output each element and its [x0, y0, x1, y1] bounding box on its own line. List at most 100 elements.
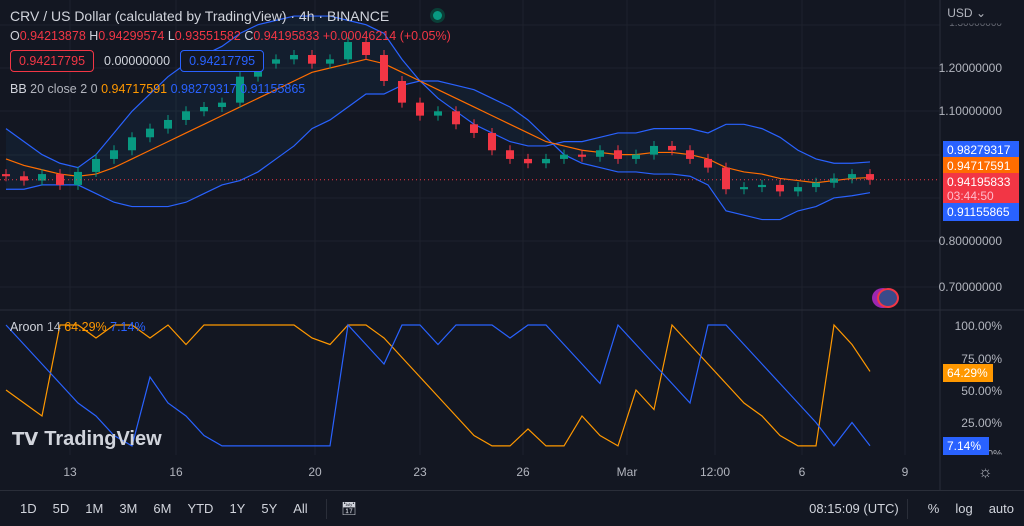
- bb-lower-line: [6, 80, 871, 221]
- bb-lower-value: 0.91155865: [240, 82, 306, 96]
- bb-upper-value: 0.98279317: [170, 82, 237, 96]
- candle: [560, 154, 568, 159]
- auto-scale-button[interactable]: auto: [988, 501, 1014, 516]
- candle: [128, 137, 136, 151]
- candle: [416, 102, 424, 116]
- candle: [794, 187, 802, 192]
- timeframe-5d[interactable]: 5D: [52, 501, 70, 516]
- timeframe-3m[interactable]: 3M: [119, 501, 138, 516]
- timeframe-all[interactable]: All: [293, 501, 308, 516]
- candle: [164, 119, 172, 129]
- timeframe-1d[interactable]: 1D: [20, 501, 37, 516]
- candle: [866, 174, 874, 180]
- price-tick: 1.10000000: [938, 104, 1002, 118]
- candle: [236, 76, 244, 103]
- candle: [92, 158, 100, 172]
- candle: [506, 150, 514, 159]
- price-tick: 1.30000000: [949, 18, 1002, 30]
- timeframe-6m[interactable]: 6M: [153, 501, 172, 516]
- bb-lower-tag: 0.91155865: [943, 203, 1019, 221]
- candle: [488, 132, 496, 151]
- close-value: 0.94195833: [253, 29, 320, 43]
- aroon-tick: 50.00%: [961, 384, 1002, 398]
- candle: [452, 111, 460, 125]
- percent-scale-button[interactable]: %: [927, 501, 940, 516]
- time-tick: 12:00: [699, 465, 731, 479]
- timeframe-5y[interactable]: 5Y: [261, 501, 278, 516]
- candle: [218, 102, 226, 107]
- aroon-label: Aroon: [10, 320, 44, 334]
- date-range-icon[interactable]: 📅︎: [340, 500, 358, 516]
- candle: [686, 150, 694, 159]
- candle: [740, 187, 748, 190]
- open-value: 0.94213878: [19, 29, 86, 43]
- time-tick: 20: [308, 465, 322, 479]
- candle: [830, 178, 838, 183]
- aroon-down-line: [5, 323, 871, 447]
- aroon-tick: 75.00%: [961, 352, 1002, 366]
- bb-label: BB: [10, 82, 27, 96]
- bb-upper-tag: 0.98279317: [943, 141, 1019, 159]
- aroon-tick: 100.00%: [954, 319, 1002, 333]
- candle: [434, 111, 442, 116]
- candle: [398, 80, 406, 103]
- aroon-legend[interactable]: Aroon 14 64.29% 7.14%: [10, 320, 146, 334]
- candle: [668, 145, 676, 151]
- bar-countdown: 03:44:50: [947, 189, 994, 203]
- buy-button[interactable]: 0.94217795: [180, 50, 265, 72]
- time-tick: 26: [516, 465, 530, 479]
- timeframe-1y[interactable]: 1Y: [229, 501, 246, 516]
- market-open-indicator: [433, 11, 442, 20]
- time-tick: Mar: [616, 465, 638, 479]
- candle: [614, 150, 622, 159]
- logo-text: TradingView: [44, 428, 162, 450]
- candle: [308, 55, 316, 64]
- candle: [182, 111, 190, 120]
- candle: [38, 174, 46, 181]
- last-price-tag: 0.94195833 03:44:50: [943, 173, 1019, 203]
- symbol-title[interactable]: CRV / US Dollar (calculated by TradingVi…: [10, 8, 390, 24]
- time-tick: 23: [413, 465, 427, 479]
- price-tick: 1.20000000: [938, 61, 1002, 75]
- candle: [722, 167, 730, 190]
- currency-selector[interactable]: USD ⌄: [947, 6, 986, 20]
- price-tick: 0.80000000: [938, 234, 1002, 248]
- sell-button[interactable]: 0.94217795: [10, 50, 95, 72]
- aroon-tick: 25.00%: [961, 416, 1002, 430]
- low-value: 0.93551582: [174, 29, 241, 43]
- clock[interactable]: 08:15:09 (UTC): [809, 501, 899, 516]
- bb-params: 20 close 2 0: [30, 82, 98, 96]
- log-scale-button[interactable]: log: [955, 501, 973, 516]
- spread-value: 0.00000000: [104, 54, 171, 68]
- candle: [290, 55, 298, 60]
- timeframe-1m[interactable]: 1M: [85, 501, 104, 516]
- candle: [704, 158, 712, 168]
- trade-buttons: 0.94217795 0.00000000 0.94217795: [10, 50, 265, 72]
- bb-legend[interactable]: BB 20 close 2 0 0.94717591 0.98279317 0.…: [10, 82, 305, 96]
- candle: [470, 124, 478, 133]
- tradingview-logo: 𝗧𝗩 TradingView: [12, 428, 162, 450]
- candle: [74, 171, 82, 185]
- settings-gear-icon[interactable]: ☼: [978, 464, 993, 481]
- us-flag-event-icon[interactable]: [877, 288, 899, 308]
- candle: [272, 59, 280, 64]
- high-label: H: [89, 29, 99, 43]
- low-label: L: [167, 29, 175, 43]
- candle: [542, 158, 550, 164]
- time-tick: 16: [169, 465, 183, 479]
- candle: [110, 150, 118, 159]
- candle: [524, 158, 532, 164]
- last-price: 0.94195833: [947, 175, 1011, 189]
- candle: [848, 174, 856, 179]
- high-value: 0.94299574: [98, 29, 165, 43]
- timeframe-ytd[interactable]: YTD: [187, 501, 214, 516]
- price-chart[interactable]: [0, 0, 1024, 490]
- bottom-toolbar: 1D 5D 1M 3M 6M YTD 1Y 5Y All 📅︎ 08:15:09…: [0, 490, 1024, 526]
- candle: [344, 42, 352, 60]
- ohlc-readout: O0.94213878 H0.94299574 L0.93551582 C0.9…: [10, 29, 451, 43]
- currency-label: USD: [947, 6, 973, 20]
- candle: [146, 128, 154, 138]
- price-tick: 0.70000000: [938, 280, 1002, 294]
- candle: [20, 176, 28, 181]
- bb-upper-line: [5, 15, 871, 169]
